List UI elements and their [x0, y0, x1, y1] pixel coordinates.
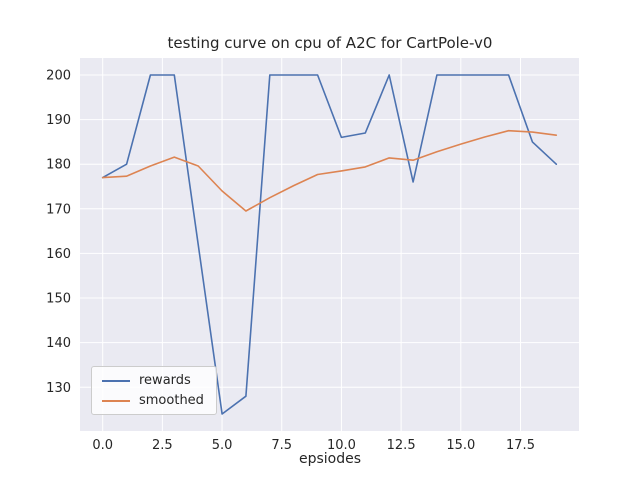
- x-tick-label: 10.0: [327, 438, 356, 453]
- rewards-line-swatch: [102, 379, 130, 382]
- y-tick-label: 200: [46, 68, 71, 83]
- legend-entry-smoothed: smoothed: [102, 394, 204, 407]
- x-tick-label: 2.5: [152, 438, 173, 453]
- y-tick-label: 180: [46, 158, 71, 173]
- y-tick-label: 170: [46, 202, 71, 217]
- legend-entry-rewards: rewards: [102, 374, 204, 387]
- x-tick-label: 17.5: [506, 438, 535, 453]
- y-tick-label: 150: [46, 292, 71, 307]
- x-tick-label: 5.0: [212, 438, 233, 453]
- legend: rewards smoothed: [91, 366, 217, 415]
- legend-label-rewards: rewards: [139, 373, 191, 388]
- x-tick-label: 15.0: [446, 438, 475, 453]
- y-tick-label: 160: [46, 247, 71, 262]
- x-axis-label: epsiodes: [298, 451, 362, 467]
- smoothed-line-swatch: [102, 399, 130, 402]
- x-tick-label: 7.5: [271, 438, 292, 453]
- series-line-rewards: [101, 74, 558, 415]
- series-line-smoothed: [101, 129, 558, 212]
- x-tick-label: 12.5: [387, 438, 416, 453]
- y-tick-label: 190: [46, 113, 71, 128]
- chart-title: testing curve on cpu of A2C for CartPole…: [167, 34, 493, 52]
- x-tick-label: 0.0: [92, 438, 113, 453]
- y-tick-label: 140: [46, 336, 71, 351]
- y-tick-label: 130: [46, 381, 71, 396]
- legend-label-smoothed: smoothed: [139, 393, 204, 408]
